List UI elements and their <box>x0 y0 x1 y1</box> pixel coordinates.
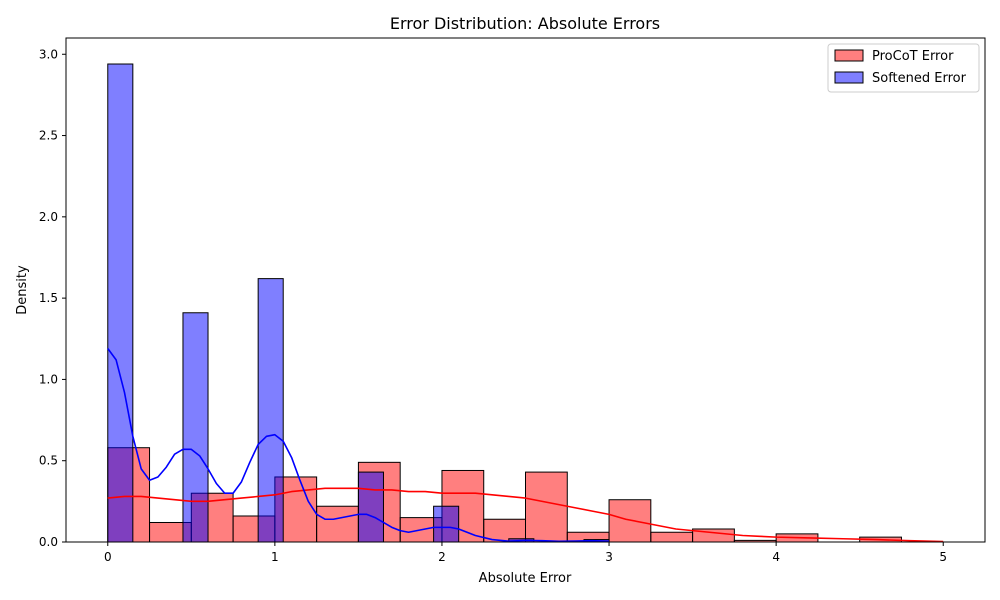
y-ticks: 0.0 0.5 1.0 1.5 2.0 2.5 3.0 <box>39 47 66 549</box>
x-tick-label: 1 <box>271 550 279 564</box>
bar-softened-error-2 <box>257 278 284 543</box>
legend-swatch-softened <box>834 71 864 84</box>
legend-label-softened: Softened Error <box>872 71 967 86</box>
chart-title: Error Distribution: Absolute Errors <box>390 14 660 33</box>
y-axis-label: Density <box>15 265 30 315</box>
legend-box <box>827 43 980 93</box>
bar-procot-error-5 <box>316 505 359 543</box>
bar-procot-error-13 <box>650 531 694 543</box>
kde-line-softened-error <box>107 348 610 543</box>
legend: ProCoT Error Softened Error <box>827 43 980 93</box>
legend-swatch-procot <box>834 49 864 62</box>
legend-label-procot: ProCoT Error <box>872 49 954 64</box>
y-tick-label: 2.5 <box>39 129 58 143</box>
x-tick-label: 0 <box>104 550 112 564</box>
x-tick-label: 3 <box>605 550 613 564</box>
plot-frame <box>65 37 986 543</box>
x-axis-label: Absolute Error <box>479 571 572 586</box>
y-tick-label: 1.0 <box>39 372 58 386</box>
bar-softened-error-4 <box>433 505 460 543</box>
x-tick-label: 2 <box>438 550 446 564</box>
y-tick-label: 0.0 <box>39 535 58 549</box>
y-tick-label: 3.0 <box>39 47 58 61</box>
x-tick-label: 4 <box>772 550 780 564</box>
y-tick-label: 0.5 <box>39 454 58 468</box>
y-tick-label: 2.0 <box>39 210 58 224</box>
kde-layer <box>107 348 944 543</box>
bars-layer <box>107 63 902 543</box>
bar-softened-error-0 <box>107 63 134 543</box>
bar-softened-error-3 <box>357 471 384 543</box>
x-tick-label: 5 <box>939 550 947 564</box>
x-ticks: 0 1 2 3 4 5 <box>104 542 947 564</box>
y-tick-label: 1.5 <box>39 291 58 305</box>
kde-line-procot-error <box>107 487 944 543</box>
bar-procot-error-10 <box>525 471 568 543</box>
bar-softened-error-1 <box>182 312 209 543</box>
